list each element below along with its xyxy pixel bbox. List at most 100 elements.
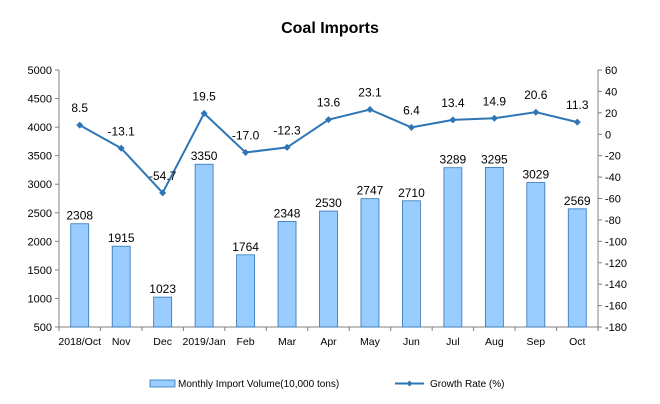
x-tick-label: Nov [112,336,131,348]
right-y-tick-label: 20 [605,108,617,120]
x-tick-label: Feb [237,336,255,348]
line-value-label: 23.1 [358,86,382,100]
axes: 500 1000 1500 2000 2500 3000 3500 4000 4500 5000 -… [28,65,628,334]
line-value-label: -17.0 [232,128,260,142]
legend-bar-swatch [149,379,176,388]
x-tick-label: 2019/Jan [183,336,226,348]
line-point [283,143,291,151]
right-y-tick-label: 40 [605,86,617,98]
bar-series [70,163,587,328]
line-point [449,116,457,124]
bar-value-label: 2348 [274,206,301,220]
left-y-tick-label: 2500 [28,208,52,220]
right-y-tick-label: -20 [605,151,621,163]
legend-bar-label: Monthly Import Volume(10,000 tons) [178,379,339,390]
bar-value-label: 3295 [481,152,508,166]
right-y-tick-label: -80 [605,215,621,227]
line-value-label: -12.3 [273,123,301,137]
legend-line-label: Growth Rate (%) [430,379,504,390]
left-y-tick-label: 5000 [28,65,52,77]
bar-value-label: 2710 [398,186,425,200]
legend-line-marker [406,380,413,387]
line-value-label: -13.1 [108,124,136,138]
right-y-tick-label: -120 [605,258,627,270]
line-data-labels: 8.5 -13.1 -54.7 19.5 -17.0 -12.3 13.6 23.1 6.4 13… [71,86,588,183]
left-y-tick-label: 4500 [28,94,52,106]
bar [277,221,297,328]
bar [360,198,380,328]
line-value-label: 20.6 [524,88,548,102]
right-y-tick-label: -40 [605,172,621,184]
bar [567,208,587,328]
line-point [325,116,332,124]
x-tick-label: Sep [526,336,545,348]
bar-value-label: 1915 [108,231,135,245]
left-y-tick-label: 1500 [28,265,52,277]
x-tick-label: May [360,336,381,348]
bar-value-label: 1764 [232,240,259,254]
line-value-label: 19.5 [192,89,216,103]
bar-value-label: 2569 [564,194,591,208]
right-y-tick-label: -60 [605,194,621,206]
line-point [407,123,415,131]
line-point [242,148,250,156]
bar-value-label: 2308 [66,209,93,223]
left-y-tick-label: 3000 [28,179,52,191]
left-y-tick-label: 1000 [28,293,52,305]
left-y-tick-label: 3500 [28,151,52,163]
bar-value-label: 2747 [357,184,384,198]
line-value-label: -54.7 [149,169,177,183]
bar [194,163,214,328]
bar [443,167,463,328]
bar [526,182,546,328]
line-point [159,189,167,197]
bar [111,245,131,328]
x-tick-labels: 2018/Oct Nov Dec 2019/Jan Feb Mar Apr May Jun Jul… [58,336,585,348]
x-tick-label: Jun [403,336,420,348]
right-y-tick-label: -100 [605,236,627,248]
line-series [76,106,581,197]
x-tick-label: Oct [569,336,585,348]
bar-value-label: 1023 [149,282,176,296]
line-point [532,108,540,116]
right-y-tick-label: -160 [605,301,627,313]
line-value-label: 13.6 [317,96,341,110]
line-point [76,121,84,129]
line-point [573,118,581,126]
x-tick-label: 2018/Oct [58,336,101,348]
right-y-tick-label: 0 [605,129,611,141]
right-y-tick-label: -140 [605,279,627,291]
chart-title: Coal Imports [281,20,379,37]
x-tick-label: Aug [485,336,504,348]
bar-data-labels: 2308 1915 1023 3350 1764 2348 2530 2747 2710 3289… [66,149,591,296]
right-y-tick-label: -180 [605,322,627,334]
line-value-label: 11.3 [566,98,589,112]
line-point [366,106,374,114]
x-tick-label: Apr [320,336,337,348]
x-tick-label: Dec [153,336,172,348]
x-tick-label: Jul [446,336,459,348]
bar [319,210,338,328]
right-y-tick-label: 60 [605,65,617,77]
bar-value-label: 3029 [522,168,549,182]
bar [402,200,421,328]
line-value-label: 14.9 [483,94,507,108]
left-y-tick-label: 2000 [28,236,52,248]
line-value-label: 6.4 [403,103,420,117]
left-y-tick-label: 500 [34,322,52,334]
bar [70,223,90,328]
bar-value-label: 2530 [315,196,342,210]
bar-value-label: 3350 [191,149,218,163]
x-tick-label: Mar [278,336,297,348]
line-value-label: 8.5 [71,101,88,115]
bar [236,254,255,328]
line-point [490,114,498,122]
bar-value-label: 3289 [440,153,467,167]
bar [484,166,504,328]
left-y-tick-label: 4000 [28,122,52,134]
line-point [200,109,208,117]
line-value-label: 13.4 [441,96,465,110]
legend: Monthly Import Volume(10,000 tons) Growt… [149,379,504,390]
bar [153,296,173,328]
